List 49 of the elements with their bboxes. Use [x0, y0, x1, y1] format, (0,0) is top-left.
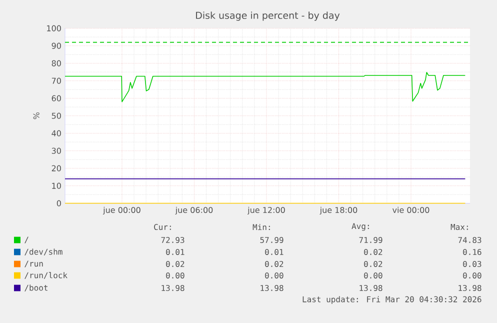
- text: Avg:: [352, 223, 369, 231]
- text: 0.02: [364, 248, 382, 256]
- text: 13.98: [162, 284, 184, 292]
- text: 13.98: [260, 284, 284, 292]
- y-tick-label: 10: [52, 182, 61, 189]
- legend-label: /boot: [24, 284, 48, 292]
- y-tick-label: 0: [56, 200, 61, 206]
- text: 0.02: [265, 260, 284, 268]
- x-tick-label: jue 12:00: [247, 206, 285, 215]
- text: 74.83: [458, 236, 482, 244]
- legend-label: /run/lock: [24, 272, 68, 279]
- text: 0.00: [364, 272, 382, 279]
- text: Max:: [450, 224, 468, 230]
- text: 72.93: [161, 236, 184, 244]
- text: 0.03: [463, 260, 482, 268]
- text: 0.02: [364, 260, 382, 268]
- y-tick-label: 40: [52, 130, 61, 136]
- legend-label: /run: [24, 260, 43, 268]
- text: 13.98: [458, 284, 482, 292]
- line-series: [64, 72, 466, 102]
- y-tick-label: 30: [52, 148, 61, 154]
- x-tick-label: vie 00:00: [392, 206, 430, 214]
- text: 71.99: [359, 236, 382, 244]
- x-tick-label: jue 18:00: [320, 206, 358, 215]
- chart-title: Disk usage in percent - by day: [196, 12, 340, 21]
- text: 0.00: [265, 272, 284, 279]
- y-tick-label: 70: [52, 78, 61, 84]
- text: 0.00: [463, 272, 482, 279]
- legend-label: /: [24, 236, 28, 244]
- text: 13.98: [360, 284, 382, 292]
- y-tick-label: 50: [52, 112, 61, 119]
- y-tick-label: 100: [47, 25, 61, 32]
- y-tick-label: 20: [52, 165, 61, 172]
- text: 0.02: [166, 260, 184, 268]
- y-tick-label: 60: [52, 95, 61, 102]
- text: 0.01: [166, 248, 184, 256]
- y-tick-label: 90: [52, 42, 61, 49]
- x-tick-label: jue 00:00: [102, 206, 140, 215]
- text: 57.99: [260, 236, 284, 244]
- x-tick-label: jue 06:00: [175, 206, 213, 215]
- y-axis-title: %: [33, 112, 40, 120]
- y-tick-label: 80: [52, 60, 61, 66]
- text: Cur:: [154, 224, 171, 230]
- text: Last update: Fri Mar 20 04:30:32 2026: [302, 296, 482, 304]
- text: 0.01: [265, 248, 284, 256]
- text: Min:: [252, 224, 270, 230]
- text: 0.00: [166, 272, 184, 279]
- text: 0.16: [463, 248, 482, 256]
- legend-label: /dev/shm: [24, 248, 62, 256]
